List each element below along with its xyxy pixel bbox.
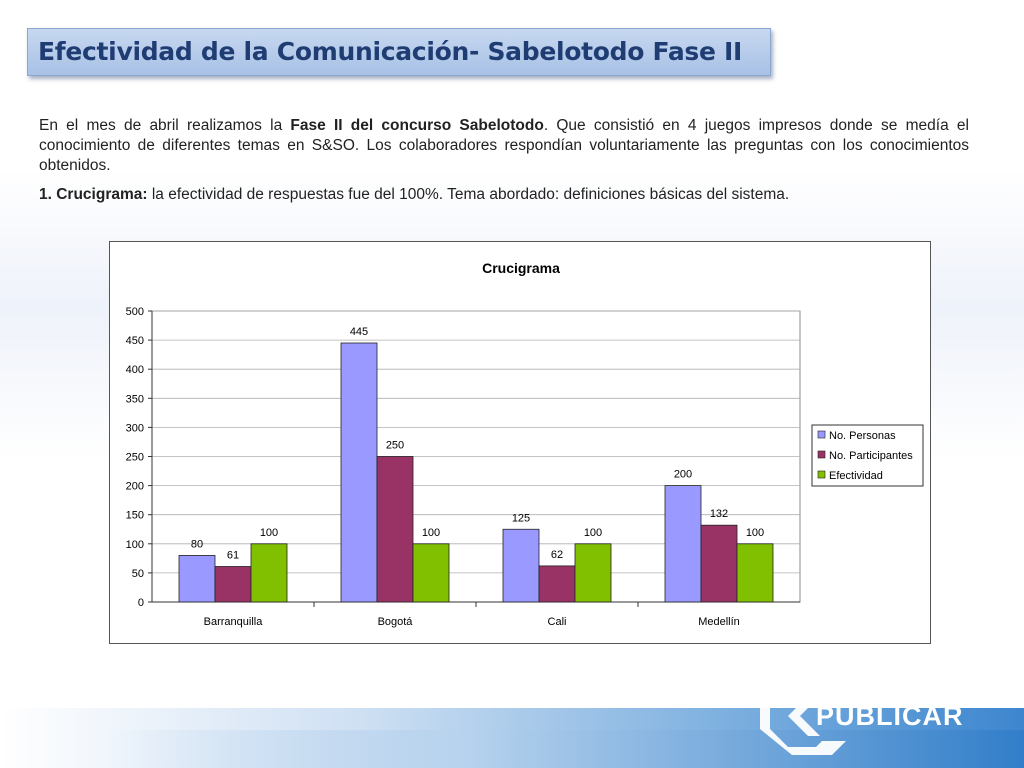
bar-value-label: 100: [260, 527, 278, 539]
bar-value-label: 61: [227, 549, 239, 561]
bar: [700, 524, 738, 603]
bar-value-label: 80: [191, 538, 203, 550]
crucigrama-label: 1. Crucigrama:: [39, 186, 148, 203]
x-tick-label: Medellín: [698, 616, 740, 628]
y-tick-label: 0: [138, 597, 144, 609]
y-tick-label: 350: [126, 393, 144, 405]
bar-value-label: 100: [584, 527, 602, 539]
bar: [574, 543, 612, 603]
logo-arrow-icon: [788, 696, 820, 736]
bar: [736, 543, 774, 603]
y-tick-label: 200: [126, 481, 144, 493]
legend-swatch: [817, 450, 826, 459]
y-tick-label: 100: [126, 539, 144, 551]
y-tick-label: 50: [132, 568, 144, 580]
body-text: En el mes de abril realizamos la Fase II…: [39, 116, 969, 214]
y-tick-label: 300: [126, 422, 144, 434]
bar: [376, 456, 414, 603]
y-tick-label: 250: [126, 452, 144, 464]
bar-value-label: 132: [710, 508, 728, 520]
intro-paragraph: En el mes de abril realizamos la Fase II…: [39, 116, 969, 176]
x-tick-label: Barranquilla: [204, 616, 264, 628]
legend: [811, 424, 924, 487]
legend-swatch: [817, 470, 826, 479]
intro-text-2: . Que consistió en 4 juegos impresos don…: [39, 117, 969, 174]
chart-frame: Crucigrama 0 50 100 150 200 250 300 350 400 450 500…: [109, 241, 931, 644]
crucigrama-text: la efectividad de respuestas fue del 100…: [147, 186, 790, 203]
y-tick-label: 400: [126, 364, 144, 376]
intro-text-1: En el mes de abril realizamos la: [39, 117, 291, 134]
legend-swatch: [817, 430, 826, 439]
bar-value-label: 62: [551, 549, 563, 561]
y-tick-label: 500: [126, 306, 144, 318]
bar-value-label: 200: [674, 469, 692, 481]
x-tick-label: Cali: [548, 616, 567, 628]
crucigrama-chart: Crucigrama 0 50 100 150 200 250 300 350 400 450 500…: [126, 260, 924, 628]
bar-value-label: 125: [512, 512, 530, 524]
bar-value-label: 100: [746, 527, 764, 539]
y-tick-label: 450: [126, 335, 144, 347]
legend-label: No. Personas: [829, 430, 896, 442]
publicar-logo: PUBLICAR: [760, 677, 964, 755]
intro-bold: Fase II del concurso Sabelotodo: [290, 117, 544, 134]
title-banner: Efectividad de la Comunicación- Sabeloto…: [27, 28, 771, 76]
bar-value-label: 250: [386, 440, 404, 452]
bar: [250, 543, 288, 603]
y-tick-label: 150: [126, 510, 144, 522]
bar: [538, 565, 576, 603]
bar: [664, 485, 702, 603]
footer-band-accent: [0, 730, 1024, 768]
legend-label: No. Participantes: [829, 450, 913, 462]
bar-value-label: 100: [422, 527, 440, 539]
bar: [214, 566, 252, 603]
chart-title: Crucigrama: [482, 260, 560, 276]
logo-shape-icon: [760, 677, 846, 755]
logo-text: PUBLICAR: [816, 701, 964, 731]
slide-title: Efectividad de la Comunicación- Sabeloto…: [38, 37, 743, 66]
bar: [178, 555, 216, 603]
x-tick-label: Bogotá: [378, 616, 414, 628]
bar: [412, 543, 450, 603]
bar: [502, 528, 540, 603]
bar: [340, 342, 378, 603]
legend-label: Efectividad: [829, 470, 883, 482]
crucigrama-paragraph: 1. Crucigrama: la efectividad de respues…: [39, 185, 969, 205]
bar-value-label: 445: [350, 326, 368, 338]
